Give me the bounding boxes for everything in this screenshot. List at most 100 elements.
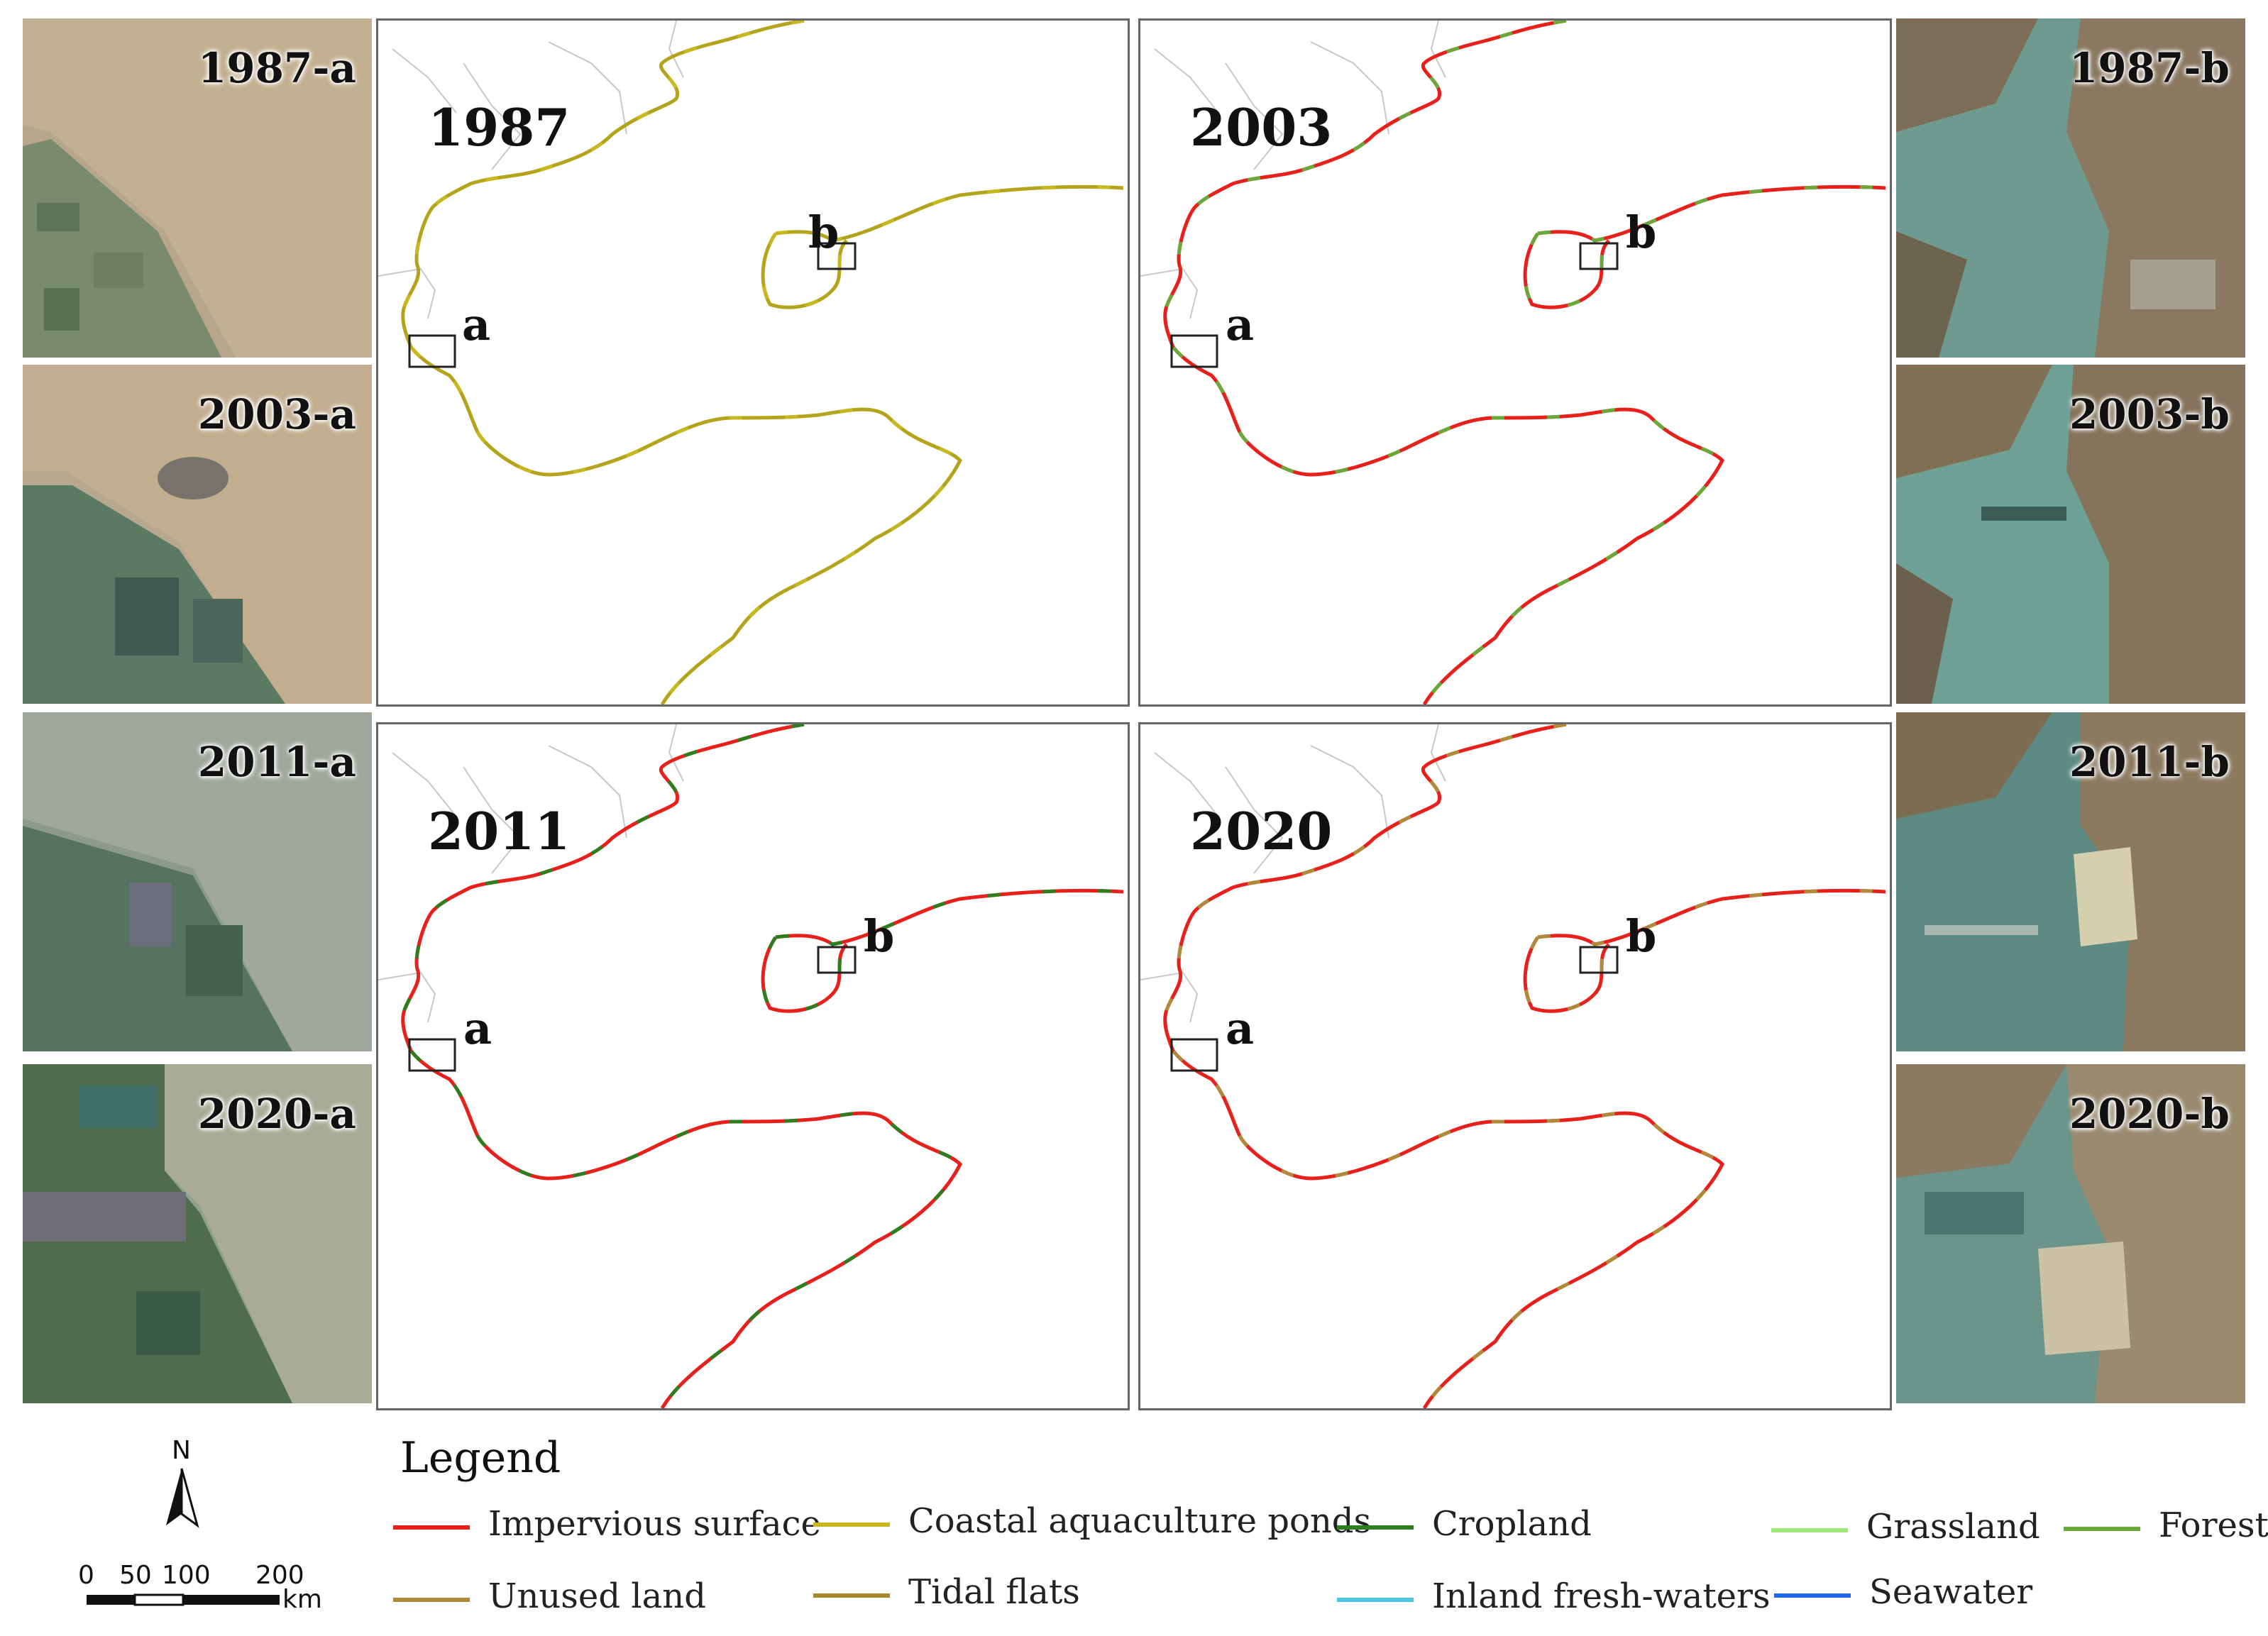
coastline-landuse-segments (1523, 888, 1886, 1013)
scale-tick-100: 100 (162, 1561, 211, 1590)
coastline-landuse-segments (761, 888, 1124, 1013)
thumbnail-2003-b: 2003-b (1896, 365, 2245, 704)
map-year: 2011 (428, 801, 571, 861)
legend-swatch (1771, 1528, 1848, 1532)
thumbnail-label: 2011-a (197, 738, 356, 786)
province-boundary (463, 766, 522, 874)
map-panel-2011: 2011 b a (376, 722, 1130, 1410)
province-boundary (392, 752, 457, 817)
coastline (401, 21, 963, 704)
legend-label: Forest (2159, 1505, 2268, 1545)
scale-bar: N 0 50 100 200 km (78, 1436, 376, 1614)
box-label-b: b (1626, 206, 1657, 258)
legend-item-forest: Forest (2064, 1505, 2268, 1545)
legend-swatch (1337, 1525, 1414, 1530)
province-boundary (668, 724, 684, 782)
legend-item-unused-land: Unused land (393, 1576, 706, 1616)
coastline (401, 724, 963, 1408)
coastline-map (1140, 724, 1886, 1408)
map-year: 1987 (428, 97, 571, 157)
box-label-a: a (463, 1002, 492, 1054)
legend-swatch (393, 1525, 470, 1530)
coastline-map (378, 724, 1124, 1408)
study-box-b (1579, 242, 1619, 270)
province-boundary (1225, 766, 1284, 874)
box-label-b: b (1626, 910, 1657, 962)
coastline (1163, 21, 1725, 704)
thumbnail-2020-b: 2020-b (1896, 1064, 2245, 1403)
map-panel-1987: 1987 b a (376, 18, 1130, 707)
thumbnail-label: 2003-a (197, 390, 356, 438)
province-boundary (1140, 267, 1199, 319)
study-box-b (1579, 946, 1619, 974)
legend-label: Impervious surface (488, 1504, 821, 1544)
legend-item-inland-fresh-waters: Inland fresh-waters (1337, 1576, 1771, 1616)
legend-label: Inland fresh-waters (1432, 1576, 1771, 1616)
legend-swatch (813, 1522, 890, 1527)
satellite-image (1896, 18, 2245, 358)
province-boundary (1225, 62, 1284, 170)
province-boundary (1154, 48, 1219, 114)
box-label-b: b (808, 206, 840, 258)
legend-swatch (813, 1593, 890, 1598)
thumbnail-label: 1987-a (197, 44, 356, 92)
study-box-a (1170, 334, 1218, 368)
study-box-a (408, 334, 456, 368)
province-boundary (548, 745, 627, 839)
legend-item-coastal-aquaculture-ponds: Coastal aquaculture ponds (813, 1501, 1372, 1541)
province-boundary (463, 62, 522, 170)
province-boundary (1430, 724, 1446, 782)
study-box-a (1170, 1038, 1218, 1072)
north-arrow-icon (87, 1468, 280, 1606)
north-label: N (172, 1436, 191, 1465)
satellite-image (1896, 712, 2245, 1051)
legend-label: Grassland (1866, 1507, 2040, 1547)
scale-unit: km (282, 1585, 322, 1614)
province-boundary (668, 21, 684, 78)
scale-tick-0: 0 (78, 1561, 94, 1590)
satellite-image (1896, 365, 2245, 704)
thumbnail-label: 2020-a (197, 1090, 356, 1138)
province-boundary (378, 971, 436, 1023)
thumbnail-label: 2003-b (2069, 390, 2230, 438)
province-boundary (1310, 745, 1389, 839)
thumbnail-2011-a: 2011-a (23, 712, 372, 1051)
study-box-a (408, 1038, 456, 1072)
province-boundary (1430, 21, 1446, 78)
scale-tick-200: 200 (255, 1561, 304, 1590)
legend-item-cropland: Cropland (1337, 1504, 1592, 1544)
coastline-landuse-segments (1523, 184, 1886, 309)
province-boundary (1140, 971, 1199, 1023)
map-panel-2003: 2003 b a (1138, 18, 1892, 707)
thumbnail-2020-a: 2020-a (23, 1064, 372, 1403)
map-panel-2020: 2020 b a (1138, 722, 1892, 1410)
legend-label: Seawater (1869, 1572, 2033, 1612)
coastline-map (378, 21, 1124, 704)
study-box-b (817, 946, 857, 974)
coastline (761, 888, 1124, 1013)
legend-label: Coastal aquaculture ponds (908, 1501, 1372, 1541)
satellite-image (23, 365, 372, 704)
province-boundary (392, 48, 457, 114)
coastline-landuse-segments (761, 184, 1124, 309)
thumbnail-2003-a: 2003-a (23, 365, 372, 704)
legend-item-seawater: Seawater (1774, 1572, 2033, 1612)
box-label-b: b (864, 910, 895, 962)
legend-label: Tidal flats (908, 1572, 1080, 1612)
province-boundary (378, 267, 436, 319)
legend-item-tidal-flats: Tidal flats (813, 1572, 1080, 1612)
legend-swatch (393, 1598, 470, 1602)
satellite-image (23, 18, 372, 358)
legend-swatch (2064, 1527, 2140, 1531)
satellite-image (23, 1064, 372, 1403)
legend-label: Unused land (488, 1576, 706, 1616)
coastline (1523, 888, 1886, 1013)
legend-swatch (1337, 1598, 1414, 1602)
box-label-a: a (462, 299, 491, 350)
thumbnail-label: 2020-b (2069, 1090, 2230, 1138)
box-label-a: a (1226, 1002, 1255, 1054)
legend-swatch (1774, 1593, 1851, 1598)
study-box-b (817, 242, 857, 270)
legend-title: Legend (400, 1433, 561, 1483)
legend-item-impervious-surface: Impervious surface (393, 1504, 821, 1544)
